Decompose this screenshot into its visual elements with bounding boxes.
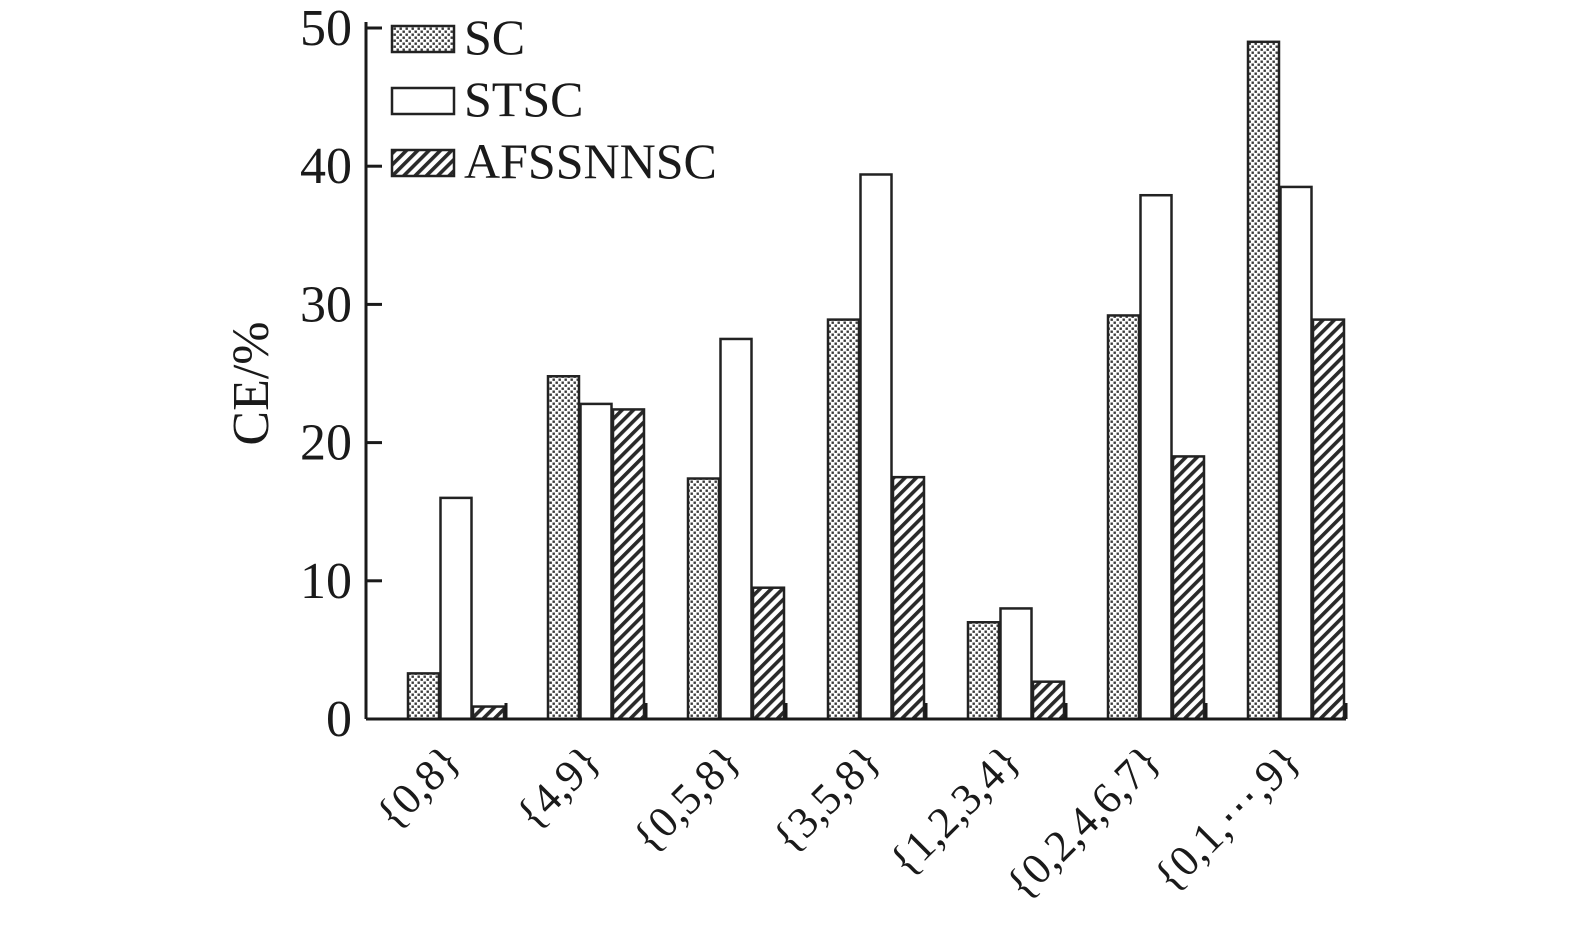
bars-layer <box>406 40 1346 721</box>
y-tick-label: 40 <box>300 138 352 195</box>
bar-stsc-2 <box>719 337 753 721</box>
bar-stsc-3 <box>859 173 893 721</box>
bar-afssnnsc-4 <box>1031 680 1066 721</box>
x-ticks: {0,8} {4,9} {0,5,8} {3,5,8}{1,2,3,4}{0,2,4,… <box>366 703 1348 909</box>
legend-swatch-sc <box>390 24 456 54</box>
bar-afssnnsc-3 <box>891 475 926 721</box>
bar-stsc-5 <box>1139 193 1173 721</box>
bar-sc-3 <box>826 318 861 721</box>
bar-sc-5 <box>1106 314 1141 721</box>
bar-sc-6 <box>1246 40 1281 721</box>
bar-afssnnsc-5 <box>1171 455 1206 721</box>
x-tick-label: {0,1,⋯,9} <box>1144 735 1310 901</box>
bar-afssnnsc-0 <box>471 705 506 721</box>
bar-stsc-1 <box>579 402 613 721</box>
bar-stsc-0 <box>439 496 473 721</box>
legend-swatch-afssnnsc <box>390 148 456 178</box>
legend-swatch-stsc <box>390 86 456 116</box>
axes <box>364 22 1346 721</box>
legend-label-stsc: STSC <box>464 71 584 127</box>
bar-sc-1 <box>546 375 581 721</box>
x-tick-label: {0,2,4,6,7} <box>996 735 1169 908</box>
bar-sc-4 <box>966 621 1001 721</box>
y-tick-label: 50 <box>300 0 352 57</box>
y-tick-label: 20 <box>300 415 352 472</box>
legend-label-sc: SC <box>464 9 525 65</box>
legend: SC STSC AFSSNNSC <box>390 9 717 189</box>
x-tick-label: {4,9} <box>506 735 609 838</box>
bar-sc-0 <box>406 672 441 721</box>
x-tick-label: {3,5,8} <box>763 735 890 862</box>
bar-stsc-6 <box>1279 185 1313 721</box>
bar-sc-2 <box>686 477 721 721</box>
bar-afssnnsc-6 <box>1311 318 1346 721</box>
bar-afssnnsc-1 <box>611 408 646 721</box>
bar-afssnnsc-2 <box>751 586 786 721</box>
x-tick-label: {0,8} <box>366 735 469 838</box>
bar-stsc-4 <box>999 607 1033 721</box>
y-tick-label: 0 <box>326 691 352 748</box>
y-ticks: 0 10 20 30 40 50 <box>300 0 382 748</box>
y-tick-label: 30 <box>300 276 352 333</box>
y-axis-title: CE/% <box>223 321 280 445</box>
legend-label-afssnnsc: AFSSNNSC <box>464 133 717 189</box>
x-tick-label: {0,5,8} <box>623 735 750 862</box>
y-tick-label: 10 <box>300 553 352 610</box>
